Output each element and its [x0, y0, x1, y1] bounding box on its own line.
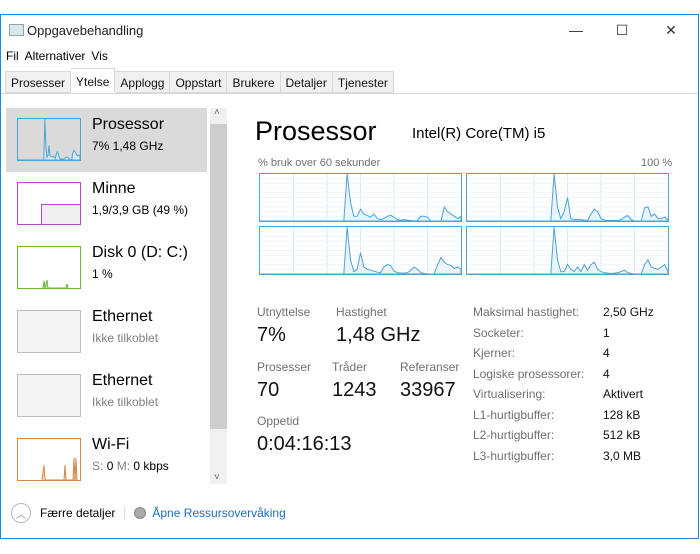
- sidebar-item-ethernet-2[interactable]: Ethernet Ikke tilkoblet: [6, 364, 207, 428]
- scroll-up-icon[interactable]: ˄: [214, 107, 220, 118]
- menu-options[interactable]: Alternativer: [24, 49, 86, 63]
- spec-label: Kjerner:: [473, 346, 516, 360]
- sidebar-item-memory[interactable]: Minne 1,9/3,9 GB (49 %): [6, 172, 207, 236]
- cpu-core-graph-1: [466, 173, 669, 222]
- spec-label: Logiske prosessorer:: [473, 366, 585, 381]
- utilization-label: Utnyttelse: [257, 305, 311, 319]
- spec-label: Virtualisering:: [473, 387, 546, 401]
- menu-file[interactable]: Fil: [6, 49, 19, 63]
- page-title: Prosessor: [255, 116, 377, 146]
- tab-app-history[interactable]: Applogg: [115, 71, 171, 93]
- divider: [124, 506, 126, 520]
- minimize-button[interactable]: —: [569, 22, 583, 38]
- sidebar-item-label: Minne: [92, 180, 136, 197]
- spec-value: Aktivert: [603, 387, 644, 401]
- cpu-core-graph-2: [259, 226, 462, 275]
- sidebar-item-disk[interactable]: Disk 0 (D: C:) 1 %: [6, 236, 207, 300]
- spec-label: Maksimal hastighet:: [473, 305, 580, 319]
- uptime-label: Oppetid: [257, 414, 300, 428]
- processes-value: 70: [257, 379, 280, 401]
- threads-value: 1243: [332, 379, 377, 401]
- ethernet-thumbnail-graph: [17, 310, 81, 353]
- threads-label: Tråder: [332, 360, 367, 374]
- ethernet-thumbnail-graph: [17, 374, 81, 417]
- sidebar-item-label: Disk 0 (D: C:): [92, 244, 188, 261]
- sidebar-item-sub: 1,9/3,9 GB (49 %): [92, 203, 189, 217]
- uptime-value: 0:04:16:13: [257, 433, 352, 455]
- spec-value: 512 kB: [603, 428, 641, 442]
- cpu-model: Intel(R) Core(TM) i5: [412, 125, 546, 142]
- speed-label: Hastighet: [336, 305, 387, 319]
- spec-label: L1-hurtigbuffer:: [473, 407, 555, 422]
- fewer-details-button[interactable]: Færre detaljer: [40, 506, 116, 520]
- sidebar-item-ethernet-1[interactable]: Ethernet Ikke tilkoblet: [6, 300, 207, 364]
- close-button[interactable]: ✕: [665, 21, 677, 38]
- graph-caption: % bruk over 60 sekunder: [258, 157, 381, 169]
- window-title: Oppgavebehandling: [27, 23, 144, 38]
- sidebar-item-label: Wi-Fi: [92, 436, 130, 453]
- cpu-usage-line: [18, 118, 81, 161]
- sidebar-item-sub: 1 %: [92, 267, 113, 281]
- spec-label: L2-hurtigbuffer:: [473, 428, 555, 442]
- tab-performance[interactable]: Ytelse: [71, 68, 116, 92]
- spec-value: 4: [603, 366, 610, 381]
- handles-value: 33967: [400, 379, 456, 401]
- wifi-thumbnail-graph: [17, 438, 81, 481]
- tab-processes[interactable]: Prosesser: [5, 71, 72, 93]
- scrollbar-thumb[interactable]: [210, 124, 227, 429]
- sidebar-item-cpu[interactable]: Prosessor 7% 1,48 GHz: [6, 108, 207, 172]
- sidebar-item-label: Prosessor: [92, 116, 165, 133]
- disk-thumbnail-graph: [17, 246, 81, 289]
- sidebar-item-label: Ethernet: [92, 372, 153, 389]
- resource-monitor-icon: [134, 507, 147, 519]
- sidebar-item-sub: 7% 1,48 GHz: [92, 139, 164, 153]
- spec-label: Socketer:: [473, 325, 524, 340]
- tab-users[interactable]: Brukere: [227, 71, 281, 93]
- spec-value: 2,50 GHz: [603, 305, 654, 319]
- tab-bar: Prosesser Ytelse Applogg Oppstart Bruker…: [5, 68, 394, 93]
- cpu-core-graph-0: [259, 173, 462, 222]
- tab-details[interactable]: Detaljer: [280, 71, 333, 93]
- sidebar-item-sub: Ikke tilkoblet: [92, 331, 159, 345]
- processes-label: Prosesser: [257, 360, 312, 374]
- cpu-core-graph-3: [466, 226, 669, 275]
- sidebar-item-sub: S: 0 M: 0 kbps: [92, 459, 169, 473]
- memory-thumbnail-graph: [17, 182, 81, 225]
- sidebar-item-wifi[interactable]: Wi-Fi S: 0 M: 0 kbps: [6, 428, 207, 492]
- scroll-down-icon[interactable]: ˅: [214, 472, 220, 483]
- spec-value: 128 kB: [603, 407, 641, 422]
- spec-value: 1: [603, 325, 610, 340]
- graph-max-label: 100 %: [641, 157, 673, 169]
- sidebar-item-label: Ethernet: [92, 308, 153, 325]
- chevron-up-icon[interactable]: ︿: [11, 503, 31, 523]
- maximize-button[interactable]: ☐: [615, 21, 629, 38]
- speed-value: 1,48 GHz: [336, 324, 421, 346]
- cpu-thumbnail-graph: [17, 118, 81, 161]
- spec-value: 4: [603, 346, 610, 360]
- tab-services[interactable]: Tjenester: [332, 71, 394, 93]
- tab-startup[interactable]: Oppstart: [170, 71, 228, 93]
- sidebar-item-sub: Ikke tilkoblet: [92, 395, 159, 409]
- task-manager-icon: [9, 24, 24, 36]
- footer: ︿ Færre detaljer Åpne Ressursovervåking: [11, 503, 286, 523]
- performance-panel: Prosessor 7% 1,48 GHz Minne 1,9/3,9 GB (…: [1, 93, 698, 495]
- spec-label: L3-hurtigbuffer:: [473, 448, 555, 463]
- task-manager-window: Oppgavebehandling — ☐ ✕ Fil Alternativer…: [0, 14, 699, 539]
- open-resource-monitor-link[interactable]: Åpne Ressursovervåking: [152, 506, 286, 520]
- utilization-value: 7%: [257, 324, 286, 346]
- spec-value: 3,0 MB: [603, 448, 642, 463]
- menu-bar: Fil Alternativer Vis: [6, 49, 108, 63]
- menu-view[interactable]: Vis: [91, 49, 108, 63]
- handles-label: Referanser: [400, 360, 460, 374]
